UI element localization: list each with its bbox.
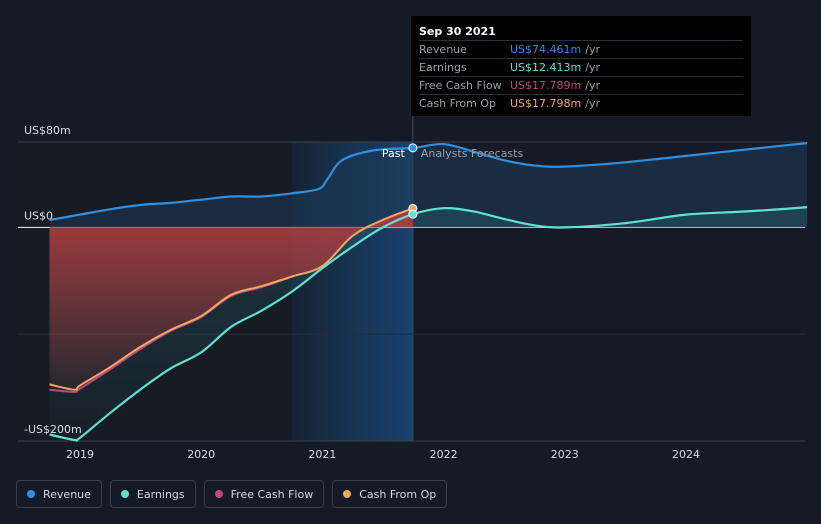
- earnings-line: [49, 206, 808, 442]
- x-tick-label: 2021: [308, 448, 336, 461]
- tooltip-row-cash-from-op: Cash From Op US$17.798m /yr: [419, 94, 743, 112]
- tooltip-row-revenue: Revenue US$74.461m /yr: [419, 40, 743, 58]
- tooltip-label: Revenue: [419, 43, 467, 56]
- earnings-marker: [408, 209, 418, 219]
- y-tick-label-top: US$80m: [24, 124, 71, 137]
- x-tick-label: 2020: [187, 448, 215, 461]
- x-tick-label: 2019: [66, 448, 94, 461]
- x-tick-label: 2022: [430, 448, 458, 461]
- tooltip-label: Earnings: [419, 61, 467, 74]
- revenue-marker: [408, 143, 418, 153]
- tooltip-row-free-cash-flow: Free Cash Flow US$17.789m /yr: [419, 76, 743, 94]
- y-tick-label-bottom: -US$200m: [24, 423, 82, 436]
- tooltip-unit: /yr: [585, 79, 600, 92]
- past-label: Past: [382, 147, 406, 160]
- legend-label: Cash From Op: [359, 487, 437, 501]
- tooltip-label: Cash From Op: [419, 97, 497, 110]
- tooltip-value: US$12.413m: [510, 61, 582, 74]
- legend-item-earnings[interactable]: Earnings: [109, 480, 196, 508]
- revenue-dot-icon: [27, 490, 35, 498]
- cash-from-op-line: [49, 207, 414, 391]
- revenue-area: [49, 143, 808, 228]
- y-tick-label-zero: US$0: [24, 209, 53, 222]
- tooltip-date: Sep 30 2021: [419, 25, 496, 38]
- legend-item-revenue[interactable]: Revenue: [16, 480, 102, 508]
- legend-item-cash-from-op[interactable]: Cash From Op: [332, 480, 448, 508]
- tooltip-value: US$17.798m: [510, 97, 582, 110]
- tooltip-label: Free Cash Flow: [419, 79, 502, 92]
- x-tick-label: 2023: [551, 448, 579, 461]
- tooltip-unit: /yr: [585, 43, 600, 56]
- legend-label: Revenue: [43, 487, 91, 501]
- legend-item-free-cash-flow[interactable]: Free Cash Flow: [203, 480, 325, 508]
- free-cash-flow-dot-icon: [214, 490, 223, 498]
- tooltip-value: US$17.789m: [510, 79, 582, 92]
- forecast-label: Analysts Forecasts: [421, 147, 524, 160]
- cash-from-op-dot-icon: [343, 490, 352, 498]
- tooltip-unit: /yr: [585, 61, 600, 74]
- legend-label: Earnings: [136, 487, 185, 501]
- revenue-line: [49, 142, 808, 222]
- tooltip-row-earnings: Earnings US$12.413m /yr: [419, 58, 743, 76]
- tooltip-unit: /yr: [585, 97, 600, 110]
- tooltip-panel: Sep 30 2021 Revenue US$74.461m /yr Earni…: [411, 16, 751, 116]
- x-tick-label: 2024: [672, 448, 700, 461]
- legend-label: Free Cash Flow: [230, 487, 314, 501]
- legend: Revenue Earnings Free Cash Flow Cash Fro…: [16, 480, 448, 508]
- tooltip-value: US$74.461m: [510, 43, 582, 56]
- earnings-dot-icon: [120, 490, 129, 498]
